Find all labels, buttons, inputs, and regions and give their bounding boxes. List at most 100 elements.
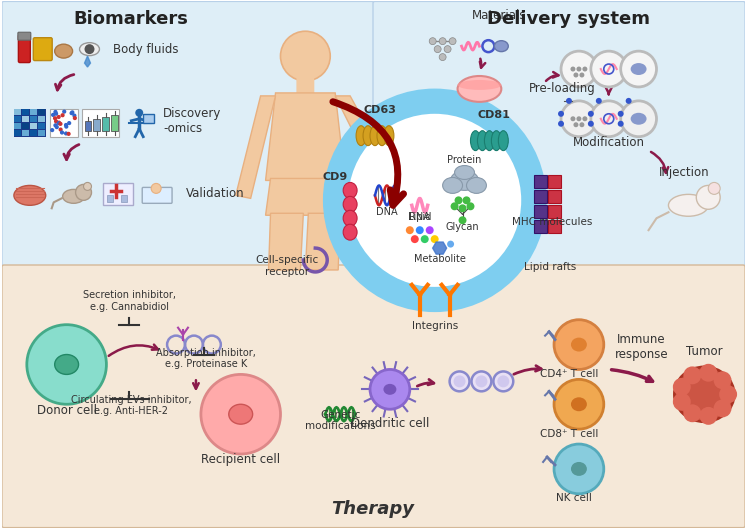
Circle shape — [566, 98, 572, 104]
Circle shape — [684, 404, 701, 422]
Ellipse shape — [630, 63, 647, 75]
FancyBboxPatch shape — [18, 32, 31, 40]
FancyBboxPatch shape — [143, 114, 154, 123]
Point — [55, 120, 66, 128]
Polygon shape — [266, 178, 345, 215]
Ellipse shape — [229, 404, 252, 424]
Circle shape — [430, 38, 436, 44]
Point — [53, 119, 65, 127]
Ellipse shape — [467, 177, 486, 194]
Circle shape — [554, 320, 604, 369]
Ellipse shape — [498, 131, 508, 151]
FancyBboxPatch shape — [103, 184, 133, 205]
FancyBboxPatch shape — [548, 205, 560, 218]
Text: Pre-loading: Pre-loading — [529, 83, 596, 95]
FancyBboxPatch shape — [50, 109, 78, 136]
Text: Circulating EVs inhibitor,
e.g. Anti-HER-2: Circulating EVs inhibitor, e.g. Anti-HER… — [71, 395, 191, 416]
FancyBboxPatch shape — [38, 130, 45, 135]
FancyBboxPatch shape — [108, 195, 114, 202]
Circle shape — [574, 122, 578, 127]
Circle shape — [588, 121, 594, 127]
Ellipse shape — [356, 126, 366, 145]
FancyBboxPatch shape — [142, 187, 172, 203]
Circle shape — [330, 96, 539, 305]
Circle shape — [571, 116, 575, 121]
Circle shape — [719, 385, 737, 403]
FancyBboxPatch shape — [22, 116, 29, 122]
Circle shape — [434, 45, 441, 52]
Text: MHC molecules: MHC molecules — [512, 217, 592, 227]
FancyBboxPatch shape — [373, 2, 745, 266]
Ellipse shape — [675, 367, 734, 422]
FancyBboxPatch shape — [30, 109, 37, 115]
Text: Delivery system: Delivery system — [488, 10, 651, 28]
Ellipse shape — [571, 338, 587, 352]
FancyBboxPatch shape — [14, 116, 21, 122]
Circle shape — [453, 376, 465, 387]
Polygon shape — [433, 242, 447, 254]
FancyBboxPatch shape — [38, 116, 45, 122]
Point — [49, 114, 61, 123]
Circle shape — [591, 51, 627, 87]
Ellipse shape — [458, 76, 501, 102]
FancyBboxPatch shape — [14, 123, 21, 129]
FancyBboxPatch shape — [34, 38, 52, 61]
Circle shape — [626, 98, 632, 104]
Circle shape — [450, 371, 470, 391]
FancyBboxPatch shape — [14, 109, 46, 136]
Circle shape — [618, 121, 624, 127]
Circle shape — [621, 51, 657, 87]
Ellipse shape — [14, 186, 46, 205]
Point — [57, 111, 69, 120]
Circle shape — [84, 44, 94, 54]
Text: Recipient cell: Recipient cell — [201, 453, 280, 466]
Point — [61, 122, 72, 131]
Circle shape — [151, 184, 161, 194]
Ellipse shape — [79, 43, 99, 56]
Circle shape — [475, 376, 487, 387]
Circle shape — [75, 185, 91, 200]
Circle shape — [439, 53, 446, 61]
Point — [46, 126, 58, 134]
Point — [49, 121, 61, 130]
Point — [69, 111, 81, 120]
Circle shape — [280, 31, 330, 81]
Text: Body fluids: Body fluids — [114, 43, 179, 56]
Circle shape — [554, 444, 604, 494]
Circle shape — [467, 202, 474, 211]
Point — [55, 125, 66, 134]
Text: Protein: Protein — [447, 154, 482, 165]
Point — [69, 114, 81, 122]
Circle shape — [201, 375, 280, 454]
Circle shape — [558, 121, 564, 127]
Circle shape — [583, 116, 587, 121]
Ellipse shape — [458, 80, 501, 90]
Circle shape — [406, 226, 414, 234]
Circle shape — [571, 67, 575, 71]
Point — [63, 119, 75, 127]
Text: Injection: Injection — [659, 166, 709, 179]
Ellipse shape — [363, 126, 373, 145]
Circle shape — [699, 407, 717, 425]
Circle shape — [577, 67, 581, 71]
Circle shape — [447, 241, 454, 248]
Ellipse shape — [384, 126, 394, 145]
Polygon shape — [335, 96, 380, 156]
FancyBboxPatch shape — [297, 77, 314, 96]
Text: Immune
response: Immune response — [615, 333, 669, 360]
Circle shape — [426, 226, 434, 234]
Ellipse shape — [669, 194, 708, 216]
Polygon shape — [269, 213, 303, 270]
Circle shape — [673, 378, 691, 396]
Ellipse shape — [383, 384, 397, 395]
Ellipse shape — [370, 126, 380, 145]
Circle shape — [348, 114, 521, 287]
FancyBboxPatch shape — [102, 117, 109, 131]
Ellipse shape — [630, 113, 647, 125]
Circle shape — [574, 72, 578, 77]
Point — [56, 129, 68, 137]
Circle shape — [684, 367, 701, 384]
FancyBboxPatch shape — [38, 109, 45, 115]
Text: Modification: Modification — [573, 135, 645, 149]
Circle shape — [596, 98, 602, 104]
